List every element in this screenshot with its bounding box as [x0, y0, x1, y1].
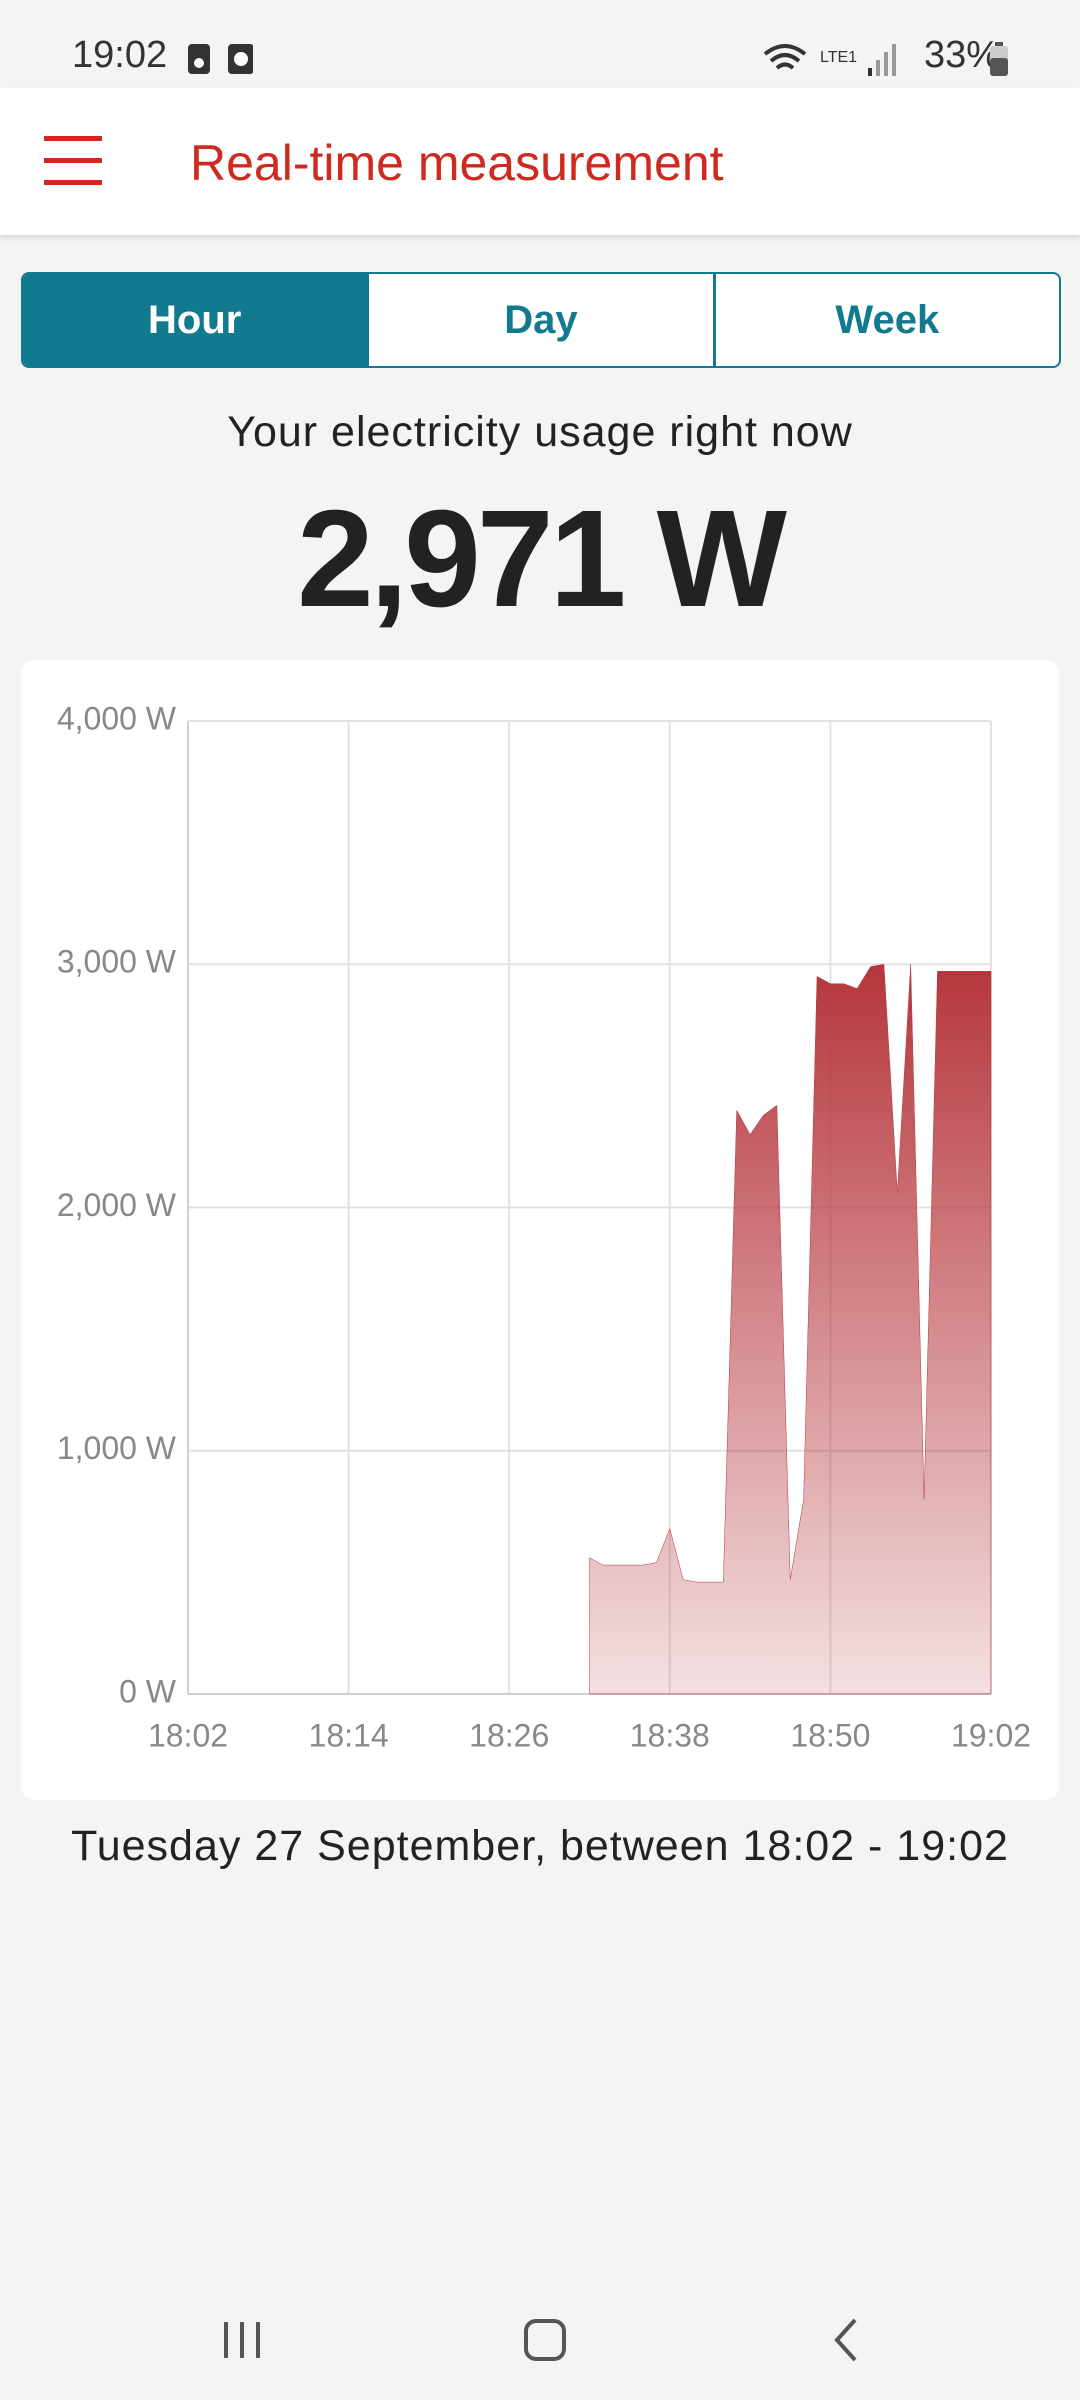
y-tick-label: 2,000 W: [57, 1187, 177, 1223]
caption: Tuesday 27 September, between 18:02 - 19…: [71, 1822, 1009, 1870]
chart-card: 0 W 1,000 W 2,000 W 3,000 W 4,000 W 18:02 18:1…: [21, 660, 1059, 1800]
y-tick-label: 0 W: [119, 1673, 177, 1709]
x-tick-label: 19:02: [951, 1717, 1031, 1753]
menu-button[interactable]: [44, 134, 102, 186]
x-tick-label: 18:14: [309, 1717, 389, 1753]
svg-text:LTE1: LTE1: [820, 49, 857, 66]
tab[interactable]: Week: [712, 274, 1059, 366]
status-bar: 19:02 LTE1 33%: [0, 0, 1080, 88]
tab-bar: Hour Day Week: [21, 272, 1061, 368]
chart: 0 W 1,000 W 2,000 W 3,000 W 4,000 W 18:02 18:1…: [57, 700, 1031, 1753]
usage-area: [589, 963, 992, 1695]
app-bar: Real-time measurement: [0, 88, 1080, 235]
battery-icon: [990, 42, 1008, 76]
status-icons: [188, 44, 253, 74]
battery-level: 33%: [923, 34, 1000, 76]
status-time: 19:02: [72, 34, 168, 76]
x-tick-label: 18:50: [790, 1717, 870, 1753]
recents-button[interactable]: [224, 2322, 260, 2358]
tab[interactable]: Hour: [23, 274, 367, 366]
home-button[interactable]: [524, 2319, 566, 2361]
x-tick-label: 18:26: [469, 1717, 549, 1753]
y-tick-label: 4,000 W: [57, 700, 177, 736]
app-title: Real-time measurement: [190, 135, 724, 191]
nav-bar: [224, 2318, 857, 2362]
x-tick-label: 18:38: [630, 1717, 710, 1753]
signal-icons: LTE1: [763, 44, 896, 76]
current-usage: 2,971 W: [297, 482, 787, 636]
y-tick-label: 3,000 W: [57, 944, 177, 980]
x-tick-label: 18:02: [148, 1717, 228, 1753]
back-button[interactable]: [834, 2318, 857, 2362]
y-tick-label: 1,000 W: [57, 1430, 177, 1466]
tab[interactable]: Day: [366, 274, 712, 366]
headline: Your electricity usage right now: [227, 408, 853, 456]
